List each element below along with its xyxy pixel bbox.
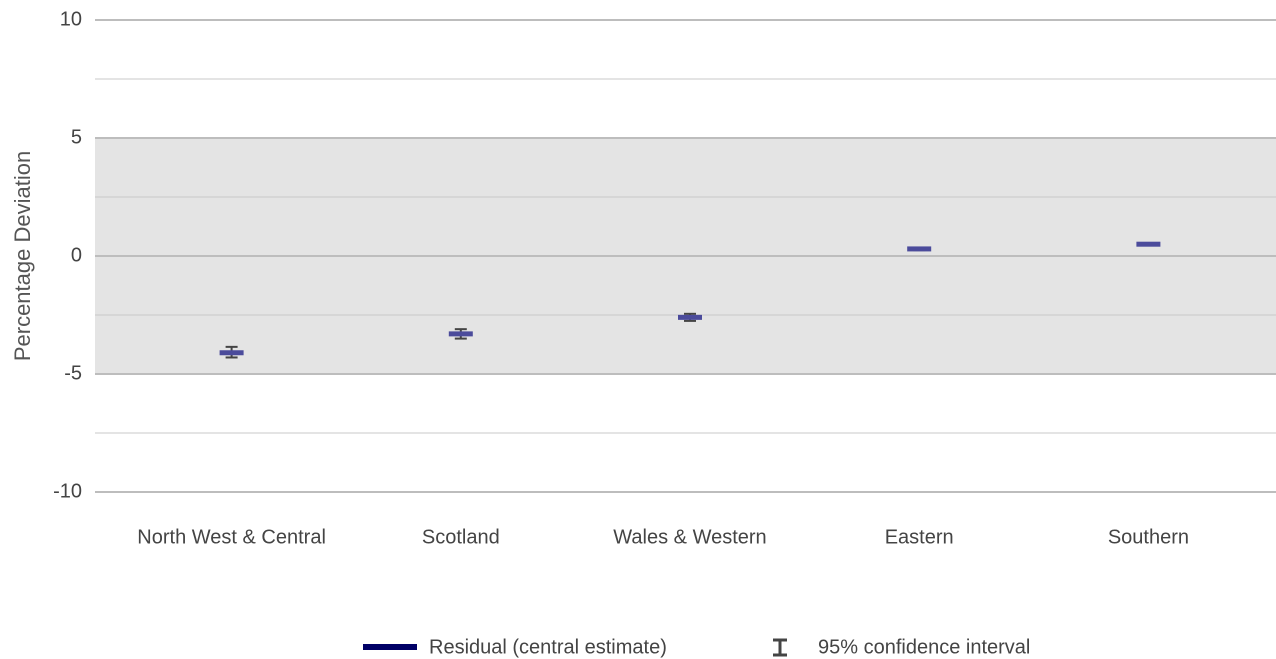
y-tick-label: 0 [71, 244, 82, 266]
central-estimate [907, 246, 932, 252]
x-tick-label: Wales & Western [613, 526, 766, 548]
x-tick-label: North West & Central [137, 526, 326, 548]
central-estimate [1136, 241, 1161, 247]
legend-label: 95% confidence interval [818, 636, 1030, 658]
central-estimate [448, 331, 473, 337]
y-tick-label: -10 [53, 480, 82, 502]
y-axis-title: Percentage Deviation [10, 151, 35, 361]
y-tick-label: -5 [64, 362, 82, 384]
x-tick-label: Scotland [422, 526, 500, 548]
x-tick-label: Southern [1108, 526, 1189, 548]
y-tick-label: 10 [60, 8, 82, 30]
x-tick-label: Eastern [885, 526, 954, 548]
legend-label: Residual (central estimate) [429, 636, 667, 658]
y-tick-label: 5 [71, 126, 82, 148]
central-estimate [678, 314, 702, 320]
central-estimate [219, 350, 244, 356]
